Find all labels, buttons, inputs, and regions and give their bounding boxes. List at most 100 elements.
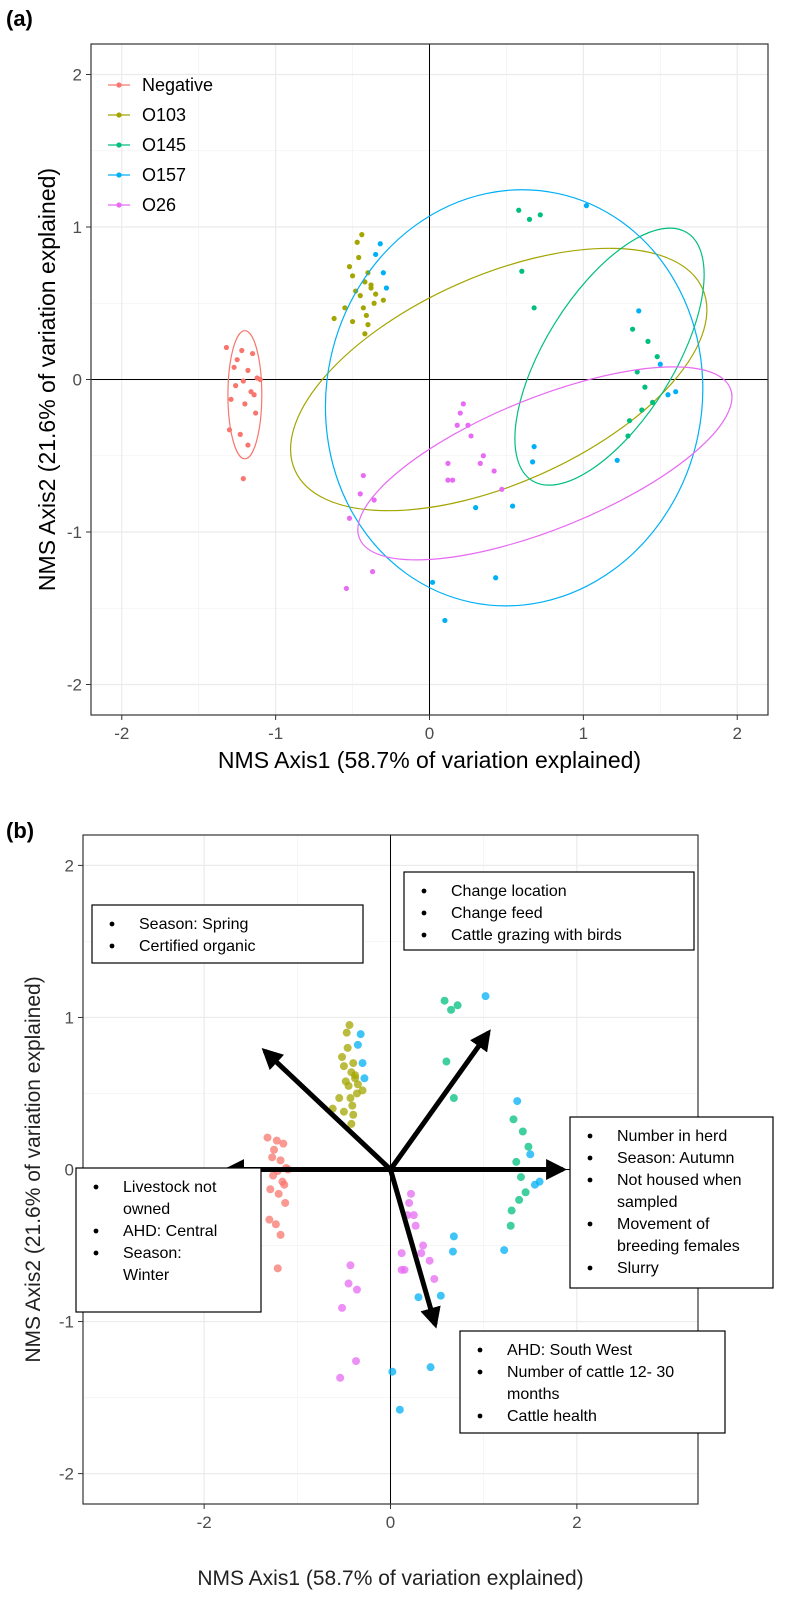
ellipse-o157 [324,189,704,607]
point-o145 [515,1195,524,1204]
point-o103 [365,322,371,328]
point-negative [279,1139,288,1148]
point-o103 [362,331,368,337]
point-o26 [465,422,471,428]
point-o157 [473,505,479,511]
point-o26 [344,1279,353,1288]
annotation-line: AHD: Central [123,1223,217,1240]
annotation-line: Season: Spring [139,916,248,933]
bullet-icon [109,921,115,927]
point-o26 [409,1211,418,1220]
bullet-icon [587,1133,593,1139]
point-o157 [358,1059,367,1068]
legend-label-negative: Negative [142,75,213,95]
point-negative [245,367,251,373]
legend-label-o157: O157 [142,165,186,185]
chart-a: -2 -1 0 1 2 -2 -1 0 1 2 NMS Axis1 (58.7% of variat… [34,43,769,773]
bullet-icon [477,1413,483,1419]
point-o103 [360,305,366,311]
point-o157 [513,1097,522,1106]
point-o145 [537,212,543,218]
ellipse-o26 [357,366,733,561]
point-o103 [335,1094,344,1103]
point-o157 [429,579,436,585]
point-o103 [363,312,370,319]
point-negative [253,410,259,416]
point-o145 [518,1127,527,1136]
point-o145 [645,338,651,344]
legend-label-o103: O103 [142,105,186,125]
annotation-line: Certified organic [139,938,256,955]
point-o145 [447,1005,456,1014]
point-o103 [368,282,374,288]
point-o103 [342,1028,351,1037]
point-o157 [500,1246,509,1255]
point-o26 [357,491,363,497]
y-tick-label: 2 [73,66,82,85]
point-negative [234,357,240,363]
ellipse-o103 [290,247,708,512]
point-negative [240,378,246,384]
panel-a-label: (a) [6,6,33,31]
annotation-line: Number of cattle 12- 30 [507,1364,674,1381]
annotation-line: Movement of [617,1216,710,1233]
x-tick-label: 2 [572,1513,581,1532]
point-o26 [397,1249,406,1258]
panel-b-label: (b) [6,818,35,843]
point-negative [245,442,251,448]
point-o157 [673,389,679,395]
legend-label-o145: O145 [142,135,186,155]
point-o26 [468,433,474,439]
x-tick-label: -2 [114,724,129,743]
point-o145 [449,1094,458,1103]
point-negative [268,1153,277,1162]
point-negative [237,431,243,437]
y-tick-label: 2 [65,856,74,875]
annotation-line: AHD: South West [507,1342,633,1359]
annotation-line: sampled [617,1194,677,1211]
point-o103 [343,1043,352,1052]
point-o26 [397,1265,406,1274]
point-o103 [373,291,379,297]
point-o145 [634,369,640,375]
point-negative [239,347,245,354]
point-o157 [377,241,383,247]
point-o103 [358,1086,367,1095]
point-negative [270,1145,279,1154]
annotation-line: Cattle health [507,1408,597,1425]
bullet-icon [421,888,427,894]
bullet-icon [587,1265,593,1271]
point-o145 [521,1188,530,1197]
point-o103 [346,1094,355,1103]
chart-b: -2 0 2 -2 -1 0 1 2 NMS Axis1 (58.7% of variation… [22,834,774,1590]
point-negative [226,427,233,433]
point-o26 [343,585,350,592]
legend-key-point [116,82,122,88]
point-o145 [650,399,656,405]
biplot-vector [261,1048,393,1172]
point-o26 [445,460,451,466]
annotation-box [75,1167,262,1313]
point-o157 [530,1180,539,1189]
point-o26 [371,497,377,503]
point-negative [240,476,246,482]
point-o26 [480,453,486,459]
point-o145 [639,407,645,413]
point-o157 [531,444,537,450]
point-negative [223,344,229,351]
x-axis-title: NMS Axis1 (58.7% of variation explained) [197,1567,583,1590]
point-negative [242,401,248,407]
point-negative [263,1133,272,1142]
point-negative [271,1220,280,1229]
point-o26 [352,1285,361,1294]
annotation-box [459,1330,726,1434]
x-tick-label: -1 [268,724,283,743]
point-negative [257,376,263,383]
point-o145 [506,1221,515,1230]
bullet-icon [587,1177,593,1183]
point-o26 [430,1274,439,1283]
legend-key-point [116,202,122,208]
point-o145 [453,1001,462,1010]
bullet-icon [93,1184,99,1190]
bullet-icon [421,932,427,938]
